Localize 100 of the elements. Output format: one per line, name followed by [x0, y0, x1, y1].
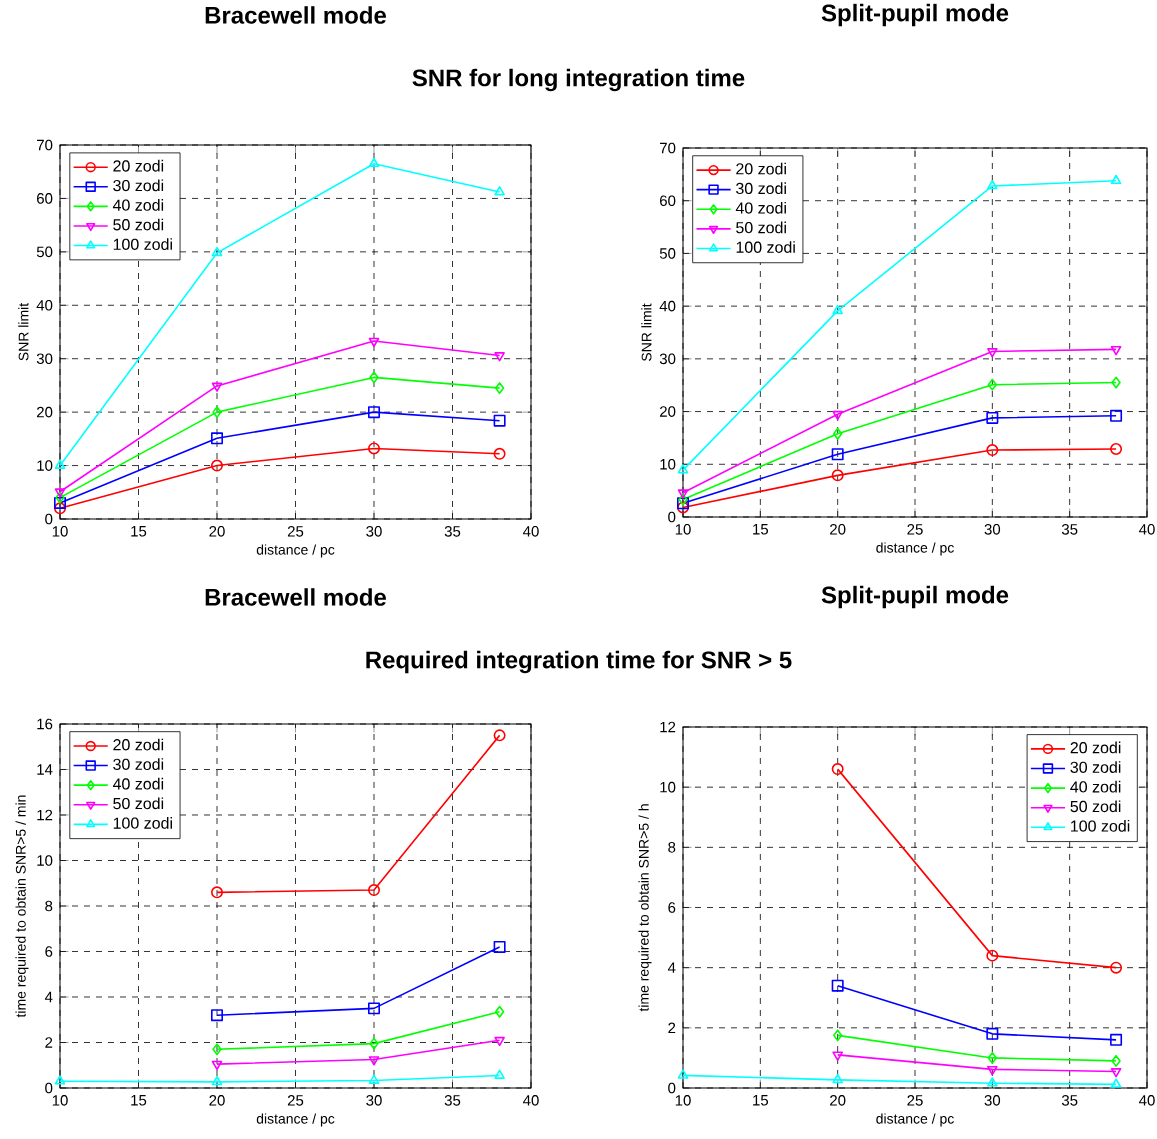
point	[211, 246, 223, 257]
point	[1110, 1033, 1123, 1046]
point	[678, 493, 688, 506]
x-tick-label: 30	[366, 526, 382, 537]
x-tick-label: 20	[209, 1095, 225, 1106]
y-tick-label: 50	[36, 246, 53, 258]
x-tick-label: 20	[830, 1095, 846, 1106]
y-tick-label: 20	[37, 406, 53, 418]
x-tick-label: 30	[366, 1095, 382, 1106]
y-tick-label: 8	[45, 900, 53, 912]
y-tick-label: 60	[660, 195, 676, 207]
point	[986, 444, 999, 457]
y-tick-label: 6	[668, 902, 676, 913]
x-tick-label: 15	[131, 1095, 147, 1106]
point	[368, 884, 380, 897]
x-tick-label: 35	[1061, 524, 1078, 535]
legend-label: 40 zodi	[1070, 780, 1121, 793]
x-tick-label: 40	[523, 1095, 539, 1106]
point	[368, 1074, 380, 1084]
x-axis-title: distance / pc	[256, 1113, 335, 1127]
y-tick-label: 20	[660, 406, 676, 417]
legend-label: 30 zodi	[736, 182, 786, 195]
point	[54, 488, 66, 498]
point	[368, 157, 380, 168]
point	[211, 459, 223, 472]
y-tick-label: 16	[37, 718, 53, 730]
point	[368, 442, 380, 455]
y-tick-label: 60	[37, 193, 53, 204]
legend-label: 30 zodi	[1070, 761, 1121, 773]
point	[987, 348, 998, 358]
y-tick-label: 12	[37, 809, 53, 821]
point	[832, 1073, 843, 1084]
point	[677, 464, 689, 474]
y-tick-label: 0	[668, 511, 676, 523]
point	[987, 378, 998, 391]
y-tick-label: 2	[45, 1037, 53, 1048]
chart-title: Split-pupil mode	[821, 585, 1009, 609]
point	[677, 497, 689, 510]
point	[493, 447, 506, 460]
point	[1111, 1054, 1121, 1067]
y-tick-label: 10	[37, 855, 53, 866]
y-tick-label: 12	[660, 721, 676, 733]
y-tick-label: 50	[659, 248, 676, 259]
y-axis-title: time required to obtain SNR>5 / h	[638, 804, 652, 1012]
x-tick-label: 40	[1139, 524, 1155, 535]
point	[677, 1069, 689, 1079]
y-tick-label: 14	[37, 764, 53, 775]
point	[493, 940, 506, 953]
legend-label: 100 zodi	[113, 238, 172, 250]
legend-label: 40 zodi	[112, 777, 164, 790]
point	[211, 1075, 223, 1086]
x-tick-label: 10	[52, 1095, 68, 1106]
x-tick-label: 15	[753, 1095, 769, 1106]
point	[1110, 961, 1123, 974]
y-tick-label: 0	[45, 1082, 53, 1094]
y-tick-label: 10	[660, 781, 676, 793]
point	[55, 491, 65, 504]
x-tick-label: 25	[287, 526, 304, 537]
point	[987, 1065, 998, 1076]
point	[494, 352, 505, 362]
point	[986, 411, 999, 424]
point	[987, 179, 998, 190]
legend-label: 30 zodi	[113, 179, 164, 192]
point	[54, 496, 66, 509]
legend-label: 50 zodi	[113, 797, 164, 810]
y-axis-title: SNR limit	[18, 302, 29, 361]
point	[986, 1027, 999, 1040]
x-tick-label: 25	[907, 524, 923, 535]
legend-label: 20 zodi	[736, 162, 786, 175]
x-tick-label: 10	[675, 1095, 691, 1106]
legend-label: 100 zodi	[736, 241, 795, 253]
point	[211, 432, 223, 445]
point	[54, 1075, 66, 1085]
y-tick-label: 40	[659, 300, 676, 312]
point	[831, 469, 844, 482]
point	[677, 501, 689, 514]
point	[987, 1051, 998, 1064]
y-tick-label: 4	[44, 991, 53, 1003]
x-tick-label: 30	[984, 1095, 1001, 1106]
point	[368, 1056, 380, 1066]
legend-label: 40 zodi	[112, 199, 164, 211]
point	[677, 489, 689, 499]
point	[212, 406, 222, 419]
chart-title: Split-pupil mode	[821, 3, 1009, 27]
x-axis-title: distance / pc	[876, 542, 954, 556]
x-tick-label: 30	[984, 524, 1001, 535]
point	[1110, 409, 1123, 422]
y-tick-label: 2	[668, 1022, 676, 1034]
point	[211, 382, 223, 392]
point	[831, 448, 844, 461]
chart-title: Bracewell mode	[205, 588, 387, 606]
legend-label: 30 zodi	[113, 758, 164, 771]
y-tick-label: 0	[668, 1082, 676, 1094]
x-axis-title: distance / pc	[876, 1113, 954, 1127]
point	[986, 949, 999, 962]
point	[212, 1043, 222, 1056]
y-tick-label: 70	[660, 142, 676, 154]
point	[493, 414, 506, 427]
point	[368, 337, 380, 348]
y-tick-label: 10	[660, 458, 676, 470]
